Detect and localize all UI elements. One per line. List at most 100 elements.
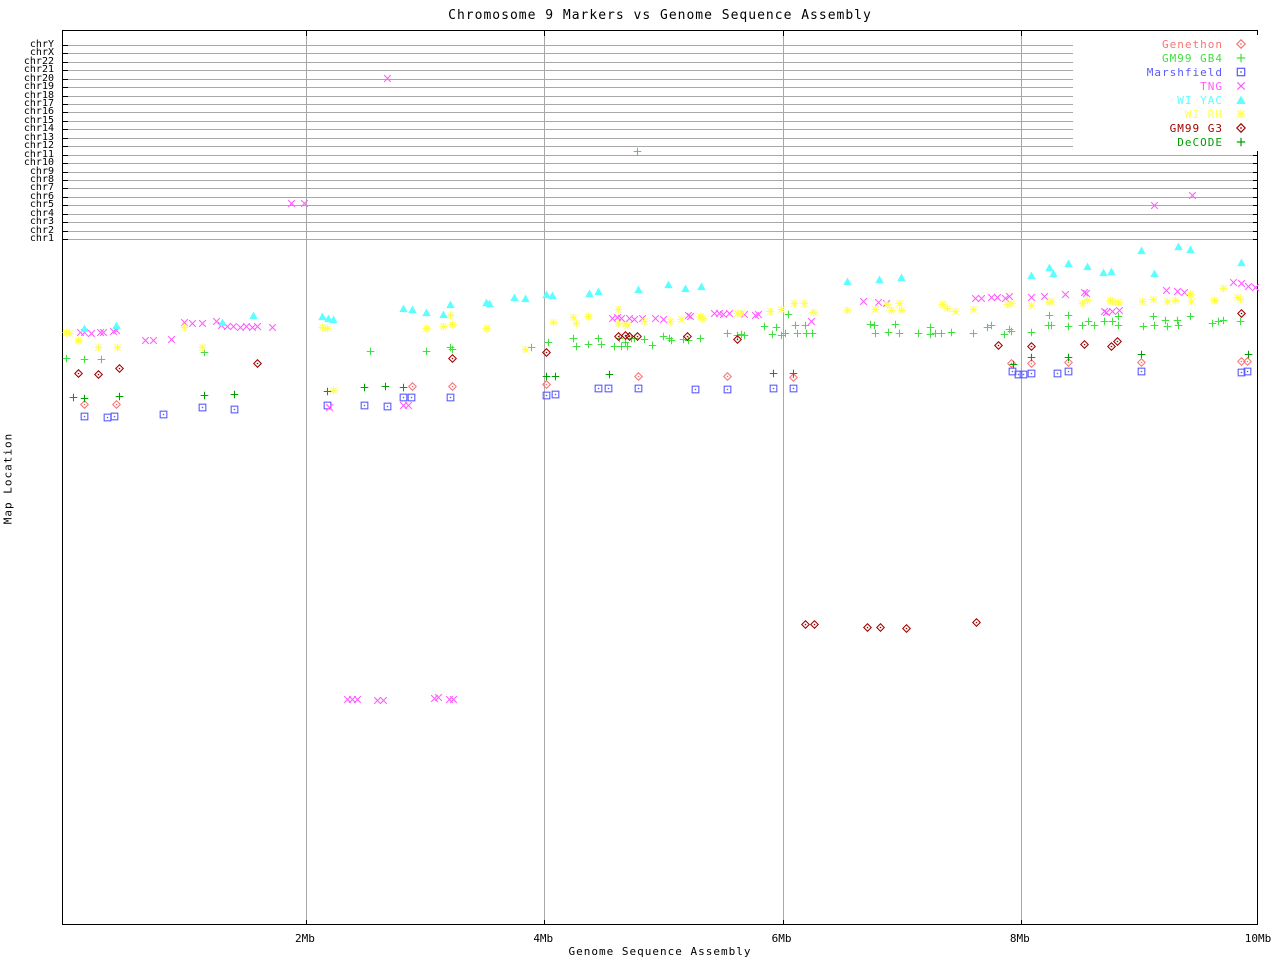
marker-wi-yac	[329, 315, 340, 326]
marker-wi-rh	[666, 316, 677, 328]
y-axis-tick-labels: chrY chrX chr22 chr21 chr20 chr19 chr18 chr17 ch…	[0, 0, 58, 960]
marker-tng	[1162, 286, 1173, 297]
x-tick-bottom	[782, 920, 784, 925]
marker-wi-yac	[1048, 269, 1060, 280]
marker-marshfield	[159, 410, 170, 421]
y-tick	[1253, 179, 1258, 181]
marker-gm99-gb4	[1064, 322, 1075, 333]
marker-wi-rh	[883, 299, 894, 311]
marker-gm99-gb4	[572, 342, 583, 353]
marker-wi-rh	[951, 306, 962, 318]
marker-gm99-gb4	[737, 330, 748, 341]
marker-tng	[1188, 191, 1199, 202]
marker-wi-rh	[1236, 294, 1247, 306]
marker-marshfield	[110, 412, 121, 423]
y-tick	[1253, 205, 1258, 207]
y-tick-label-chr16: chr16	[23, 106, 54, 118]
marker-wi-rh	[938, 299, 949, 311]
marker-tng	[993, 293, 1004, 304]
x-tick-label-2Mb: 2Mb	[295, 932, 315, 945]
gridline-chr21	[63, 70, 1257, 72]
marker-wi-rh	[584, 311, 595, 323]
marker-marshfield	[634, 384, 645, 395]
marker-decode	[1244, 350, 1255, 361]
legend-item-tng: TNG	[1073, 79, 1259, 93]
y-tick-label-chr7: chr7	[29, 182, 54, 194]
marker-tng	[1108, 307, 1119, 318]
marker-wi-yac	[875, 275, 886, 286]
marker-wi-rh	[94, 342, 105, 354]
gridline-chr14	[63, 129, 1257, 131]
plot-area: Genethon GM99 GB4 Marshfield TNG WI YAC WI RH…	[62, 30, 1260, 925]
marker-gm99-gb4	[1114, 321, 1125, 332]
marker-marshfield	[1014, 370, 1025, 381]
gridline-chr19	[63, 87, 1257, 89]
marker-wi-yac	[585, 289, 596, 300]
marker-marshfield	[604, 384, 615, 395]
marker-tng	[1082, 289, 1093, 300]
y-tick	[63, 230, 68, 232]
marker-gm99-gb4	[569, 334, 580, 345]
marker-gm99-g3	[732, 334, 744, 346]
y-tick-label-chr5: chr5	[29, 199, 54, 211]
marker-gm99-gb4	[97, 355, 108, 366]
legend-marker-icon	[1223, 123, 1259, 133]
gridline-chr3	[63, 222, 1257, 224]
marker-wi-rh	[1106, 295, 1117, 307]
marker-tng	[229, 322, 240, 333]
marker-wi-rh	[897, 305, 908, 317]
marker-wi-rh	[1149, 294, 1160, 306]
y-tick	[63, 53, 68, 55]
marker-wi-yac	[842, 277, 854, 288]
x-axis-label: Genome Sequence Assembly	[568, 945, 752, 958]
marker-tng	[617, 314, 628, 325]
x-tick-top	[305, 31, 307, 36]
marker-wi-rh	[1171, 295, 1182, 307]
marker-tng	[353, 695, 364, 706]
marker-tng	[686, 312, 697, 323]
x-tick-bottom	[1020, 920, 1022, 925]
marker-wi-yac	[664, 280, 675, 291]
marker-gm99-g3	[1079, 339, 1091, 351]
marker-wi-yac	[548, 291, 559, 302]
marker-tng	[287, 199, 298, 210]
marker-wi-rh	[448, 319, 459, 331]
legend-item-genethon: Genethon	[1073, 37, 1259, 51]
marker-tng	[1150, 201, 1161, 212]
marker-wi-rh	[969, 304, 980, 316]
marker-gm99-gb4	[1084, 317, 1095, 328]
marker-gm99-gb4	[1078, 321, 1089, 332]
marker-tng	[987, 293, 998, 304]
y-tick-label-chr8: chr8	[29, 173, 54, 185]
marker-gm99-gb4	[1214, 317, 1225, 328]
gridline-chr10	[63, 163, 1257, 165]
y-tick-label-chr19: chr19	[23, 81, 54, 93]
marker-marshfield	[80, 412, 91, 423]
marker-marshfield	[1237, 368, 1248, 379]
y-tick	[63, 129, 68, 131]
marker-tng	[859, 297, 870, 308]
marker-wi-yac	[446, 300, 457, 311]
marker-tng	[404, 401, 415, 412]
x-tick-top	[1257, 31, 1258, 36]
y-tick	[1253, 222, 1258, 224]
marker-tng	[754, 310, 765, 321]
y-tick	[63, 163, 68, 165]
marker-gm99-g3	[613, 331, 625, 343]
marker-genethon	[542, 379, 553, 391]
marker-marshfield	[691, 385, 702, 396]
marker-tng	[719, 310, 730, 321]
marker-wi-rh	[736, 308, 748, 320]
marker-gm99-g3	[94, 369, 105, 381]
y-tick	[63, 120, 68, 122]
marker-tng	[198, 319, 209, 330]
legend-label: WI RH	[1184, 107, 1223, 121]
marker-wi-yac	[1083, 262, 1094, 273]
marker-tng	[87, 329, 98, 340]
chart-title: Chromosome 9 Markers vs Genome Sequence …	[448, 8, 872, 23]
gridline-6mb	[782, 31, 784, 924]
marker-decode	[80, 394, 91, 405]
marker-wi-rh	[62, 327, 73, 339]
marker-tng	[725, 309, 736, 320]
marker-wi-yac	[407, 305, 419, 316]
